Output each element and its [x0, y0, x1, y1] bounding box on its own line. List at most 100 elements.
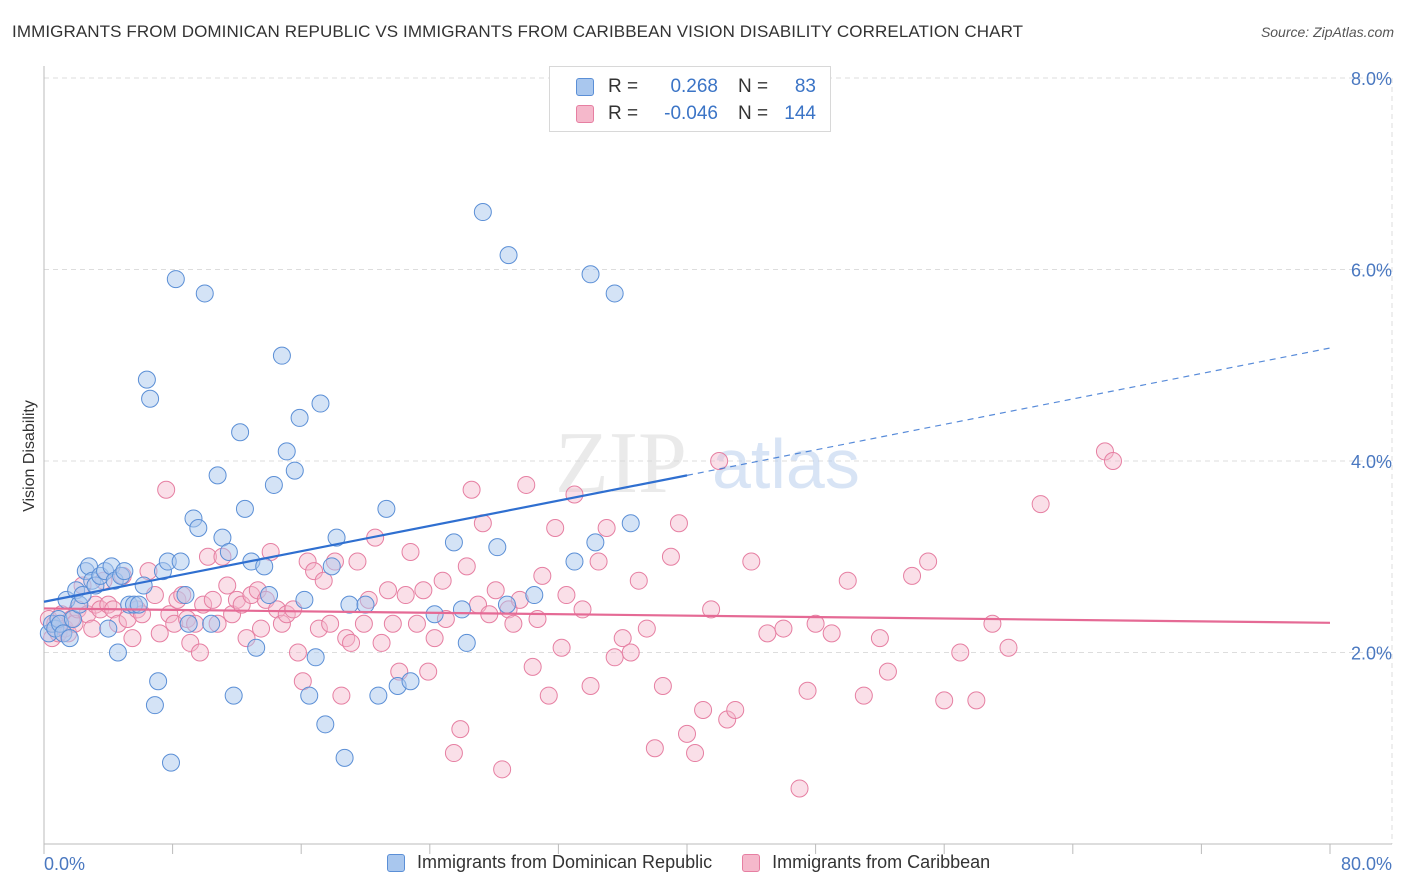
- caribbean-point: [203, 590, 222, 609]
- dominican-point: [488, 538, 507, 557]
- dominican-point: [247, 638, 266, 657]
- dominican-point: [202, 614, 221, 633]
- caribbean-point: [983, 614, 1002, 633]
- tick-labels: 2.0% 4.0% 6.0% 8.0% 0.0% 80.0%: [44, 69, 1392, 874]
- caribbean-point: [702, 600, 721, 619]
- dominican-point: [285, 461, 304, 480]
- dominican-point: [189, 519, 208, 538]
- series-legend: Immigrants from Dominican Republic Immig…: [387, 852, 1020, 873]
- caribbean-point: [686, 744, 705, 763]
- y-axis-label: Vision Disability: [21, 400, 38, 512]
- dominican-trend-line: [43, 474, 688, 603]
- dominican-point: [272, 346, 291, 365]
- caribbean-point: [407, 614, 426, 633]
- caribbean-point: [854, 686, 873, 705]
- dominican-point: [161, 753, 180, 772]
- dominican-point: [457, 633, 476, 652]
- caribbean-point: [123, 629, 142, 648]
- caribbean-point: [903, 566, 922, 585]
- caribbean-point: [157, 480, 176, 499]
- legend-n-label: N =: [738, 76, 769, 97]
- dominican-point: [108, 643, 127, 662]
- caribbean-point: [401, 542, 420, 561]
- caribbean-point: [493, 760, 512, 779]
- dominican-point: [179, 614, 198, 633]
- caribbean-point: [444, 744, 463, 763]
- caribbean-point: [581, 677, 600, 696]
- dominican-point: [224, 686, 243, 705]
- x-tick-label-max: 80.0%: [1341, 854, 1392, 874]
- caribbean-point: [198, 547, 217, 566]
- caribbean-point: [232, 595, 251, 614]
- caribbean-point: [539, 686, 558, 705]
- dominican-point: [300, 686, 319, 705]
- caribbean-point: [774, 619, 793, 638]
- chart-title: IMMIGRANTS FROM DOMINICAN REPUBLIC VS IM…: [12, 22, 1024, 41]
- caribbean-point: [298, 552, 317, 571]
- caribbean-point: [268, 600, 287, 619]
- caribbean-point: [669, 514, 688, 533]
- caribbean-point: [321, 614, 340, 633]
- legend-item-caribbean[interactable]: Immigrants from Caribbean: [742, 852, 990, 873]
- dominican-point: [444, 533, 463, 552]
- caribbean-point: [150, 624, 169, 643]
- y-tick-label: 4.0%: [1351, 452, 1392, 472]
- legend-n-value: 144: [784, 103, 816, 124]
- caribbean-point: [342, 633, 361, 652]
- dominican-point: [166, 270, 185, 289]
- caribbean-point: [190, 643, 209, 662]
- caribbean-point: [83, 619, 102, 638]
- dominican-point: [497, 595, 516, 614]
- dominican-point: [208, 466, 227, 485]
- watermark-atlas: atlas: [712, 425, 860, 503]
- caribbean-point: [396, 586, 415, 605]
- dominican-point: [141, 389, 160, 408]
- caribbean-point: [798, 681, 817, 700]
- dominican-point: [581, 265, 600, 284]
- caribbean-point: [517, 475, 536, 494]
- caribbean-point: [309, 619, 328, 638]
- axes: [43, 66, 1392, 854]
- caribbean-point: [272, 614, 291, 633]
- zipatlas-watermark: ZIP atlas: [555, 415, 860, 512]
- caribbean-point: [710, 452, 729, 470]
- caribbean-point: [227, 590, 246, 609]
- caribbean-point: [379, 581, 398, 600]
- dominican-point: [377, 499, 396, 518]
- caribbean-point: [433, 571, 452, 590]
- caribbean-point: [758, 624, 777, 643]
- caribbean-point: [621, 643, 640, 662]
- caribbean-point: [838, 571, 857, 590]
- caribbean-point: [637, 619, 656, 638]
- dominican-point: [473, 203, 492, 222]
- correlation-legend: R = 0.268 N = 83 R = -0.046 N = 144: [549, 66, 831, 132]
- caribbean-trend-line: [43, 607, 1331, 624]
- caribbean-point: [935, 691, 954, 710]
- caribbean-point: [726, 700, 745, 719]
- caribbean-point: [337, 629, 356, 648]
- dominican-point: [605, 284, 624, 303]
- caribbean-point: [999, 638, 1018, 657]
- dominican-point: [621, 514, 640, 533]
- dominican-point: [171, 552, 190, 571]
- legend-item-dominican[interactable]: Immigrants from Dominican Republic: [387, 852, 712, 873]
- caribbean-point: [1031, 495, 1050, 514]
- caribbean-point: [314, 571, 333, 590]
- source-label: Source: ZipAtlas.com: [1260, 24, 1394, 40]
- dominican-point: [145, 696, 164, 715]
- legend-swatch-pink: [742, 853, 761, 872]
- caribbean-point: [645, 739, 664, 758]
- caribbean-point: [457, 557, 476, 576]
- dominican-point: [425, 605, 444, 624]
- legend-label-caribbean: Immigrants from Caribbean: [772, 852, 991, 872]
- legend-swatch-pink: [576, 105, 594, 123]
- caribbean-point: [678, 724, 696, 743]
- legend-r-label: R =: [608, 103, 639, 124]
- dominican-point: [176, 586, 195, 605]
- caribbean-point: [546, 519, 565, 538]
- x-tick-label-min: 0.0%: [44, 854, 85, 874]
- caribbean-point: [218, 576, 237, 595]
- caribbean-point: [653, 677, 672, 696]
- dominican-point: [235, 499, 254, 518]
- dominican-point: [134, 576, 153, 595]
